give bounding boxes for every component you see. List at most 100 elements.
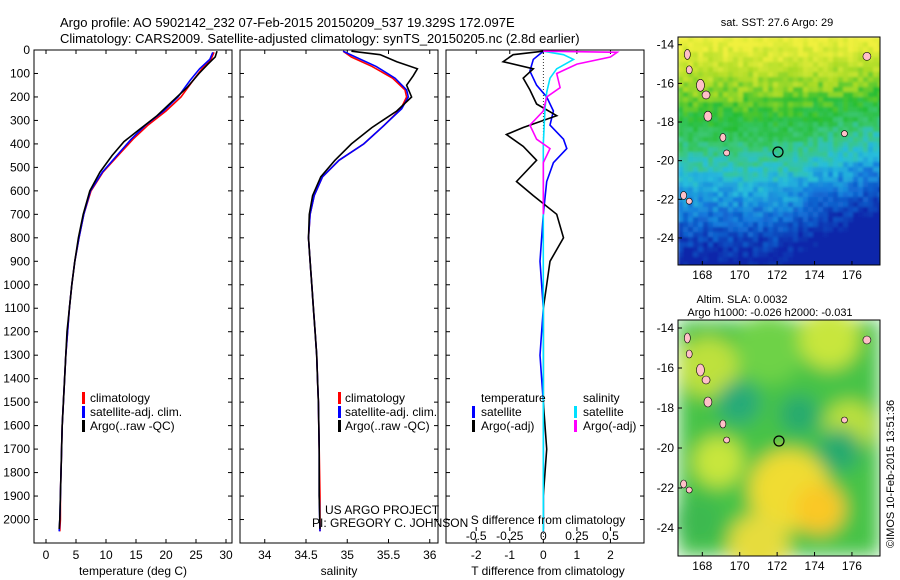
map-cell [698, 262, 704, 265]
map-cell [878, 142, 880, 148]
map-cell [818, 247, 824, 253]
map-cell [878, 242, 880, 248]
map-cell [843, 97, 849, 103]
map-cell [758, 57, 764, 63]
map-cell [688, 172, 694, 178]
map-cell [753, 137, 759, 143]
map-cell [773, 257, 779, 263]
map-cell [678, 252, 684, 258]
map-cell [743, 77, 749, 83]
map-y-tick-label: -22 [657, 481, 675, 495]
map-cell [738, 122, 744, 128]
map-cell [818, 137, 824, 143]
sla-map-frame [677, 319, 881, 557]
map-cell [798, 182, 804, 188]
map-cell [713, 262, 719, 265]
map-cell [688, 232, 694, 238]
map-cell [678, 182, 684, 188]
map-cell [868, 197, 874, 203]
map-cell [873, 82, 879, 88]
map-cell [798, 132, 804, 138]
map-cell [683, 67, 689, 73]
map-cell [838, 82, 844, 88]
map-cell [683, 57, 689, 63]
map-cell [738, 42, 744, 48]
map-cell [793, 87, 799, 93]
map-cell [758, 192, 764, 198]
map-cell [698, 207, 704, 213]
map-cell [833, 262, 839, 265]
map-cell [718, 57, 724, 63]
map-cell [698, 212, 704, 218]
map-cell [678, 82, 684, 88]
map-cell [848, 122, 854, 128]
map-cell [838, 262, 844, 265]
map-cell [768, 247, 774, 253]
map-cell [833, 172, 839, 178]
map-cell [698, 142, 704, 148]
map-cell [798, 202, 804, 208]
map-cell [863, 222, 869, 228]
map-cell [788, 202, 794, 208]
map-cell [683, 97, 689, 103]
map-cell [763, 77, 769, 83]
map-cell [763, 192, 769, 198]
map-cell [728, 222, 734, 228]
map-cell [813, 127, 819, 133]
map-cell [858, 212, 864, 218]
map-cell [813, 162, 819, 168]
map-cell [693, 202, 699, 208]
map-cell [723, 112, 729, 118]
map-cell [778, 202, 784, 208]
map-cell [753, 107, 759, 113]
map-cell [868, 42, 874, 48]
map-cell [748, 57, 754, 63]
map-cell [718, 152, 724, 158]
map-cell [813, 97, 819, 103]
map-cell [823, 182, 829, 188]
map-cell [773, 237, 779, 243]
map-cell [813, 52, 819, 58]
map-cell [723, 162, 729, 168]
map-cell [688, 107, 694, 113]
y-tick-label: 1800 [3, 466, 30, 480]
map-y-tick-label: -22 [657, 192, 675, 206]
map-cell [698, 67, 704, 73]
y-tick-label: 1900 [3, 489, 30, 503]
map-cell [748, 82, 754, 88]
map-cell [738, 207, 744, 213]
map-cell [778, 117, 784, 123]
map-cell [688, 157, 694, 163]
map-cell [878, 252, 880, 258]
map-cell [823, 247, 829, 253]
map-cell [848, 207, 854, 213]
map-cell [693, 262, 699, 265]
map-cell [728, 162, 734, 168]
map-cell [793, 257, 799, 263]
map-cell [843, 122, 849, 128]
map-cell [748, 252, 754, 258]
map-cell [798, 252, 804, 258]
map-cell [823, 167, 829, 173]
map-cell [738, 262, 744, 265]
map-cell [823, 57, 829, 63]
island [841, 130, 848, 137]
map-cell [763, 37, 769, 43]
map-cell [813, 252, 819, 258]
map-cell [813, 77, 819, 83]
map-cell [688, 132, 694, 138]
map-cell [738, 147, 744, 153]
map-cell [873, 207, 879, 213]
map-cell [793, 212, 799, 218]
map-cell [828, 207, 834, 213]
map-cell [823, 177, 829, 183]
map-cell [778, 127, 784, 133]
map-cell [878, 47, 880, 53]
map-cell [778, 67, 784, 73]
map-cell [853, 182, 859, 188]
map-cell [708, 212, 714, 218]
map-cell [723, 127, 729, 133]
map-cell [853, 47, 859, 53]
map-cell [773, 192, 779, 198]
chart-title-line2: Climatology: CARS2009. Satellite-adjuste… [60, 31, 580, 46]
